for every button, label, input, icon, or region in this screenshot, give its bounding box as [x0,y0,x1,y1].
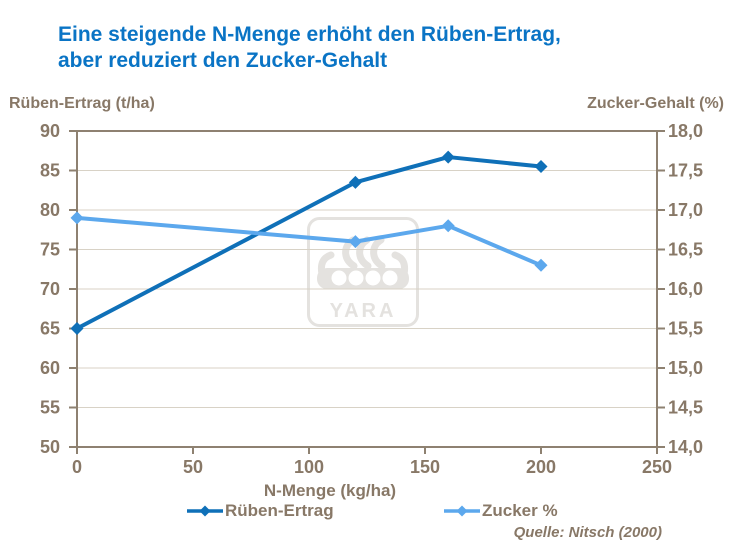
right-axis-tick-label: 16,0 [668,279,703,299]
x-axis-tick-label: 250 [642,457,672,477]
legend-marker-light-line-icon [444,505,480,517]
left-axis-tick-label: 90 [40,121,60,141]
left-axis-tick-label: 75 [40,240,60,260]
right-axis-tick-label: 14,5 [668,398,703,418]
data-point-marker [534,258,548,272]
left-axis-tick-label: 60 [40,358,60,378]
right-axis-tick-label: 17,5 [668,161,703,181]
left-axis-tick-label: 80 [40,200,60,220]
x-axis-tick-label: 0 [72,457,82,477]
chart-title-line1: Eine steigende N-Menge erhöht den Rüben-… [58,23,561,46]
right-axis-tick-label: 15,0 [668,358,703,378]
data-point-marker [70,211,84,225]
x-axis-tick-label: 150 [410,457,440,477]
viking-ship-hull-icon [317,251,409,289]
legend-item-zucker: Zucker % [443,501,558,521]
right-axis-tick-label: 17,0 [668,200,703,220]
right-axis-tick-label: 14,0 [668,437,703,457]
legend-item-rueben-ertrag: Rüben-Ertrag [186,501,334,521]
series-line-Zucker % [75,215,543,268]
right-axis-title: Zucker-Gehalt (%) [587,95,724,112]
chart-title-line2: aber reduziert den Zucker-Gehalt [58,49,388,72]
watermark-border [307,217,419,327]
right-axis-tick-label: 15,5 [668,319,703,339]
data-point-marker [441,219,455,233]
left-axis-title: Rüben-Ertrag (t/ha) [9,95,155,112]
right-axis-tick-label: 16,5 [668,240,703,260]
legend-label: Zucker % [482,501,558,520]
x-axis-tick-label: 100 [294,457,324,477]
legend-label: Rüben-Ertrag [225,501,334,520]
series-line-Rüben-Ertrag [75,155,543,331]
chart-title: Eine steigende N-Menge erhöht den Rüben-… [58,22,698,74]
data-point-marker [534,160,548,174]
data-point-marker [70,322,84,335]
left-axis-tick-label: 85 [40,161,60,181]
left-axis-tick-label: 50 [40,437,60,457]
left-axis-tick-label: 65 [40,319,60,339]
x-axis-tick-label: 200 [526,457,556,477]
left-axis-tick-label: 70 [40,279,60,299]
right-axis-tick-label: 18,0 [668,121,703,141]
legend-marker-dark-line-icon [187,505,223,517]
data-point-marker [348,175,362,189]
x-axis-tick-label: 50 [183,457,203,477]
source-citation: Quelle: Nitsch (2000) [513,524,662,541]
x-axis-label: N-Menge (kg/ha) [263,481,397,500]
yara-watermark-logo: YARA [307,217,419,327]
watermark-yara-text: YARA [330,300,397,322]
data-point-marker [348,235,362,249]
left-axis-tick-label: 55 [40,398,60,418]
data-point-marker [441,150,455,164]
